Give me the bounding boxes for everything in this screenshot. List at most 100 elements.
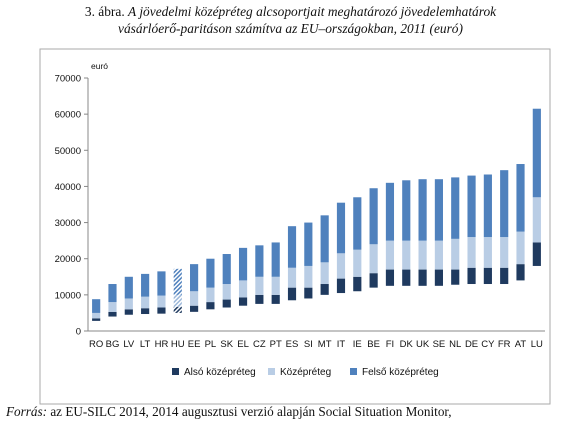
bar-felso-lu <box>532 108 541 198</box>
x-tick-label-pt: PT <box>270 339 282 350</box>
bar-also-lt <box>141 308 150 315</box>
x-tick-label-hu: HU <box>171 339 185 350</box>
bar-felso-ro <box>92 299 101 313</box>
bar-group-de <box>467 175 476 285</box>
bar-kozep-mt <box>320 262 329 285</box>
bar-felso-hu <box>173 268 182 295</box>
x-tick-label-bg: BG <box>106 339 120 350</box>
bar-group-nl <box>451 177 460 285</box>
x-tick-label-ie: IE <box>353 339 362 350</box>
bar-group-pl <box>206 258 215 310</box>
bar-group-es <box>287 226 297 301</box>
bar-kozep-pl <box>206 287 215 303</box>
caption-subtitle: vásárlóerő-paritáson számítva az EU–orsz… <box>118 21 463 36</box>
bar-group-si <box>304 222 313 299</box>
bar-also-se <box>434 269 443 286</box>
y-tick-label: 20000 <box>55 254 81 265</box>
x-tick-label-fi: FI <box>386 339 394 350</box>
y-tick-label: 50000 <box>55 146 81 157</box>
bar-felso-fi <box>385 182 395 241</box>
bar-kozep-cz <box>255 276 264 295</box>
y-unit-label: euró <box>91 61 108 71</box>
bar-also-hu <box>173 306 182 313</box>
bar-also-fr <box>500 267 509 285</box>
bar-felso-lv <box>124 276 133 299</box>
x-tick-label-cy: CY <box>481 339 495 350</box>
bar-group-hr <box>157 271 166 314</box>
bar-also-lv <box>124 309 133 315</box>
x-tick-label-nl: NL <box>449 339 461 350</box>
y-tick-label: 30000 <box>55 218 81 229</box>
bar-felso-ie <box>353 197 362 250</box>
bar-felso-be <box>369 188 378 245</box>
bar-also-de <box>467 267 476 285</box>
bar-felso-lt <box>141 273 150 297</box>
bar-kozep-at <box>516 231 525 265</box>
bar-also-el <box>238 297 248 306</box>
bar-also-dk <box>402 269 411 286</box>
bar-also-at <box>516 264 525 281</box>
bar-kozep-it <box>336 253 346 279</box>
bar-felso-fr <box>500 170 509 238</box>
bar-kozep-es <box>287 267 297 288</box>
x-tick-label-de: DE <box>465 339 478 350</box>
bar-also-si <box>304 287 313 299</box>
bar-felso-nl <box>451 177 460 239</box>
bar-also-pl <box>206 302 215 310</box>
bar-kozep-be <box>369 244 378 274</box>
bar-kozep-pt <box>271 276 280 295</box>
x-tick-label-cz: CZ <box>253 339 266 350</box>
bar-group-pt <box>271 242 280 304</box>
bar-group-fi <box>385 182 395 286</box>
bar-group-be <box>369 188 378 288</box>
bar-also-fi <box>385 269 395 286</box>
x-tick-label-ee: EE <box>188 339 201 350</box>
bar-also-ie <box>353 276 362 292</box>
bar-also-mt <box>320 284 329 295</box>
bar-kozep-se <box>434 240 443 270</box>
legend-swatch-kozep <box>268 368 275 375</box>
bar-group-ro <box>92 299 101 321</box>
bar-group-bg <box>108 284 117 317</box>
bar-felso-pl <box>206 258 215 288</box>
bar-felso-bg <box>108 284 117 303</box>
bar-kozep-fi <box>385 240 395 270</box>
bar-group-cy <box>483 174 492 285</box>
x-tick-label-it: IT <box>337 339 346 350</box>
bar-kozep-hr <box>157 295 166 308</box>
bar-felso-es <box>287 226 297 268</box>
bar-group-uk <box>418 179 427 286</box>
y-tick-label: 70000 <box>55 74 81 85</box>
x-tick-label-lu: LU <box>531 339 543 350</box>
bar-felso-mt <box>320 215 329 263</box>
bar-kozep-fr <box>500 237 509 268</box>
bars <box>92 108 541 321</box>
legend-label-felso: Felső középréteg <box>362 367 439 378</box>
legend-swatch-also <box>172 368 179 375</box>
y-tick-label: 10000 <box>55 290 81 301</box>
x-tick-label-pl: PL <box>205 339 217 350</box>
bar-also-lu <box>532 242 541 266</box>
bar-also-pt <box>271 294 280 304</box>
bar-group-mt <box>320 215 329 295</box>
bar-also-uk <box>418 269 427 286</box>
bar-group-it <box>336 202 346 294</box>
bar-group-ie <box>353 197 362 292</box>
bar-also-cy <box>483 267 492 285</box>
bar-also-ro <box>92 318 101 321</box>
y-tick-label: 60000 <box>55 110 81 121</box>
bar-kozep-hu <box>173 294 182 307</box>
caption-title: A jövedelmi középréteg alcsoportjait meg… <box>128 4 497 19</box>
x-tick-label-at: AT <box>515 339 527 350</box>
bar-group-dk <box>402 180 411 286</box>
bar-felso-se <box>434 179 443 241</box>
x-tick-label-es: ES <box>286 339 299 350</box>
bar-kozep-ie <box>353 249 362 277</box>
bar-group-cz <box>255 245 264 304</box>
bar-kozep-ro <box>92 312 101 319</box>
bar-group-at <box>516 164 525 281</box>
bar-felso-at <box>516 164 525 232</box>
bar-also-ee <box>190 305 199 312</box>
bar-also-be <box>369 273 378 288</box>
x-tick-label-be: BE <box>367 339 380 350</box>
